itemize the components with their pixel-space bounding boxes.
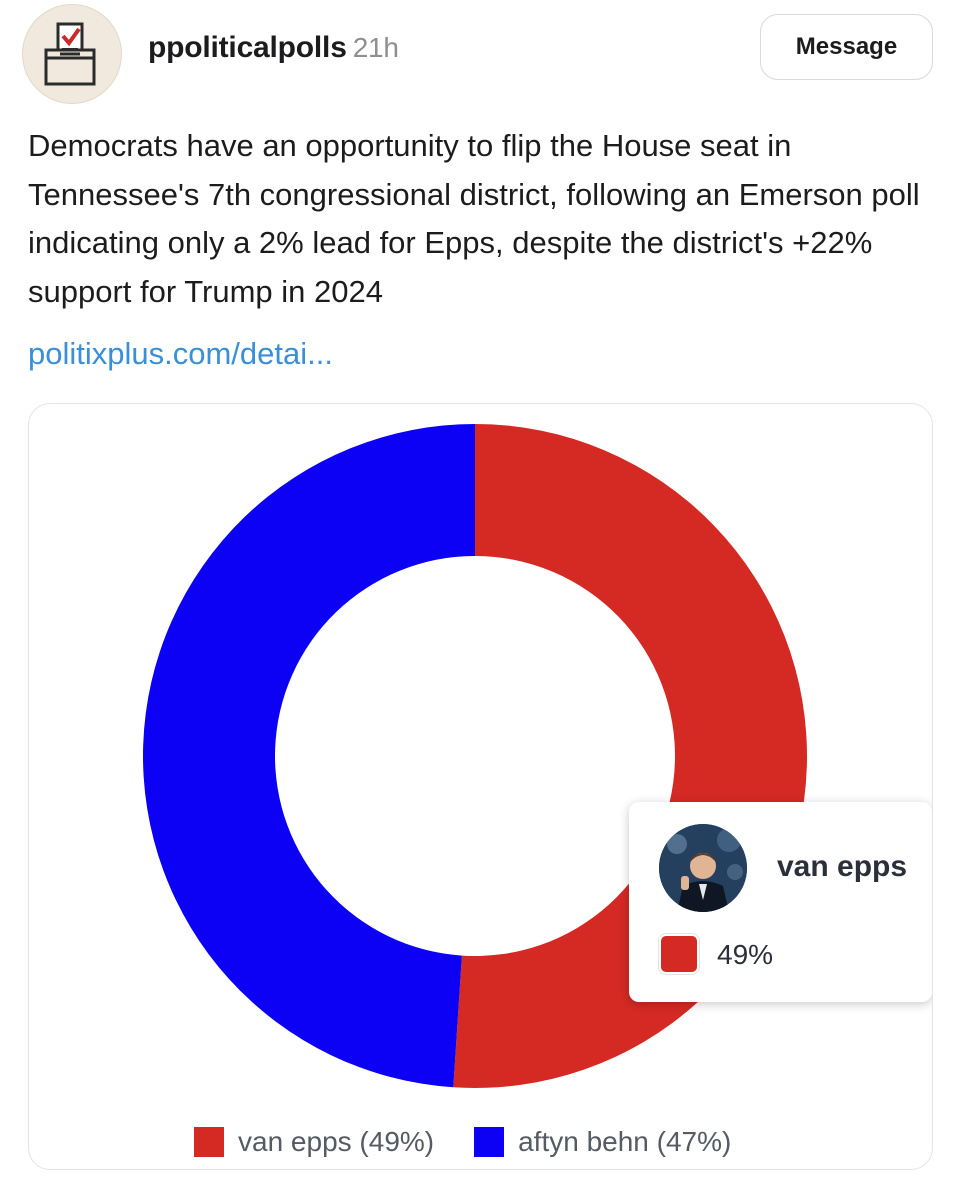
chart-card: van epps 49% van epps (49%) aftyn behn (…	[28, 403, 933, 1170]
legend-label-van-epps: van epps (49%)	[238, 1126, 435, 1157]
post-link[interactable]: politixplus.com/detai...	[28, 336, 333, 371]
candidate-photo	[659, 824, 747, 912]
donut-chart	[142, 424, 807, 1088]
tooltip-swatch	[659, 934, 699, 974]
message-button[interactable]: Message	[760, 14, 933, 80]
tooltip-name: van epps	[777, 850, 908, 883]
profile-avatar[interactable]	[22, 4, 122, 104]
legend-label-aftyn-behn: aftyn behn (47%)	[518, 1126, 732, 1157]
legend-item-van-epps[interactable]: van epps (49%)	[194, 1126, 434, 1158]
ballot-box-icon	[44, 22, 96, 86]
legend-swatch-van-epps	[194, 1127, 224, 1157]
post-header: ppoliticalpolls 21h	[148, 31, 399, 65]
post-text: Democrats have an opportunity to flip th…	[28, 128, 920, 309]
legend-item-aftyn-behn[interactable]: aftyn behn (47%)	[474, 1126, 731, 1158]
chart-legend: van epps (49%) aftyn behn (47%)	[194, 1126, 771, 1158]
legend-swatch-aftyn-behn	[474, 1127, 505, 1157]
username[interactable]: ppoliticalpolls	[148, 31, 347, 64]
donut-slice-aftyn-behn[interactable]	[142, 424, 475, 1088]
chart-tooltip: van epps 49%	[629, 802, 932, 1002]
time-ago: 21h	[352, 32, 399, 63]
tooltip-value: 49%	[717, 939, 774, 970]
